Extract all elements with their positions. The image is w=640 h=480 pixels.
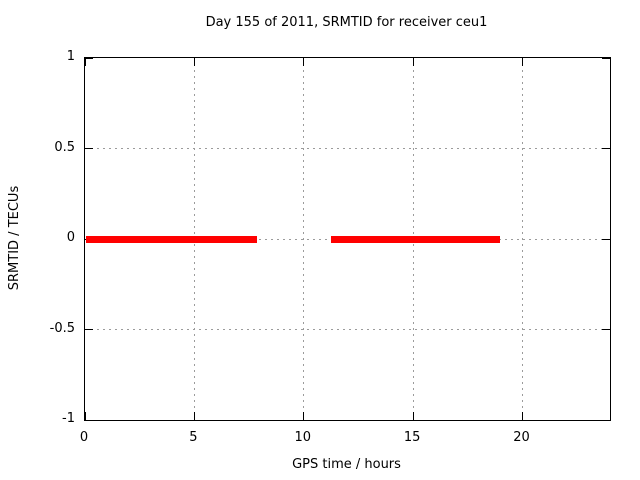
y-tick-right [602,148,610,149]
data-segment [331,235,500,243]
x-tick-label: 20 [513,430,530,445]
y-tick-right [602,419,610,421]
y-tick-left [85,148,93,149]
y-tick-label: 1 [66,49,75,64]
x-tick-top [84,58,86,66]
x-tick-bottom [193,412,195,420]
x-tick-bottom [84,412,86,420]
x-tick-bottom [522,412,523,420]
x-tick-top [303,58,305,66]
y-tick-right [602,57,610,59]
y-tick-left [85,329,93,330]
x-tick-top [193,58,195,66]
y-axis-label: SRMTID / TECUs [7,185,22,291]
y-gridline [85,148,610,149]
x-tick-label: 0 [79,430,89,445]
x-tick-top [412,58,414,66]
x-tick-label: 10 [294,430,312,445]
data-segment [86,235,257,243]
x-axis-label: GPS time / hours [292,457,401,472]
y-tick-label: 0 [66,230,75,245]
y-tick-label: 0.5 [54,139,75,155]
y-tick-right [602,238,610,240]
chart-title: Day 155 of 2011, SRMTID for receiver ceu… [205,15,488,30]
x-tick-top [522,58,523,66]
x-tick-label: 5 [189,430,198,445]
x-tick-bottom [412,412,414,420]
y-tick-label: -1 [62,411,75,426]
x-tick-bottom [303,412,305,420]
y-tick-left [85,419,93,421]
y-gridline [85,329,610,330]
y-tick-label: -0.5 [49,320,75,336]
y-tick-right [602,329,610,330]
x-tick-label: 15 [403,430,421,445]
y-tick-left [85,57,93,59]
plot-area [84,57,611,421]
